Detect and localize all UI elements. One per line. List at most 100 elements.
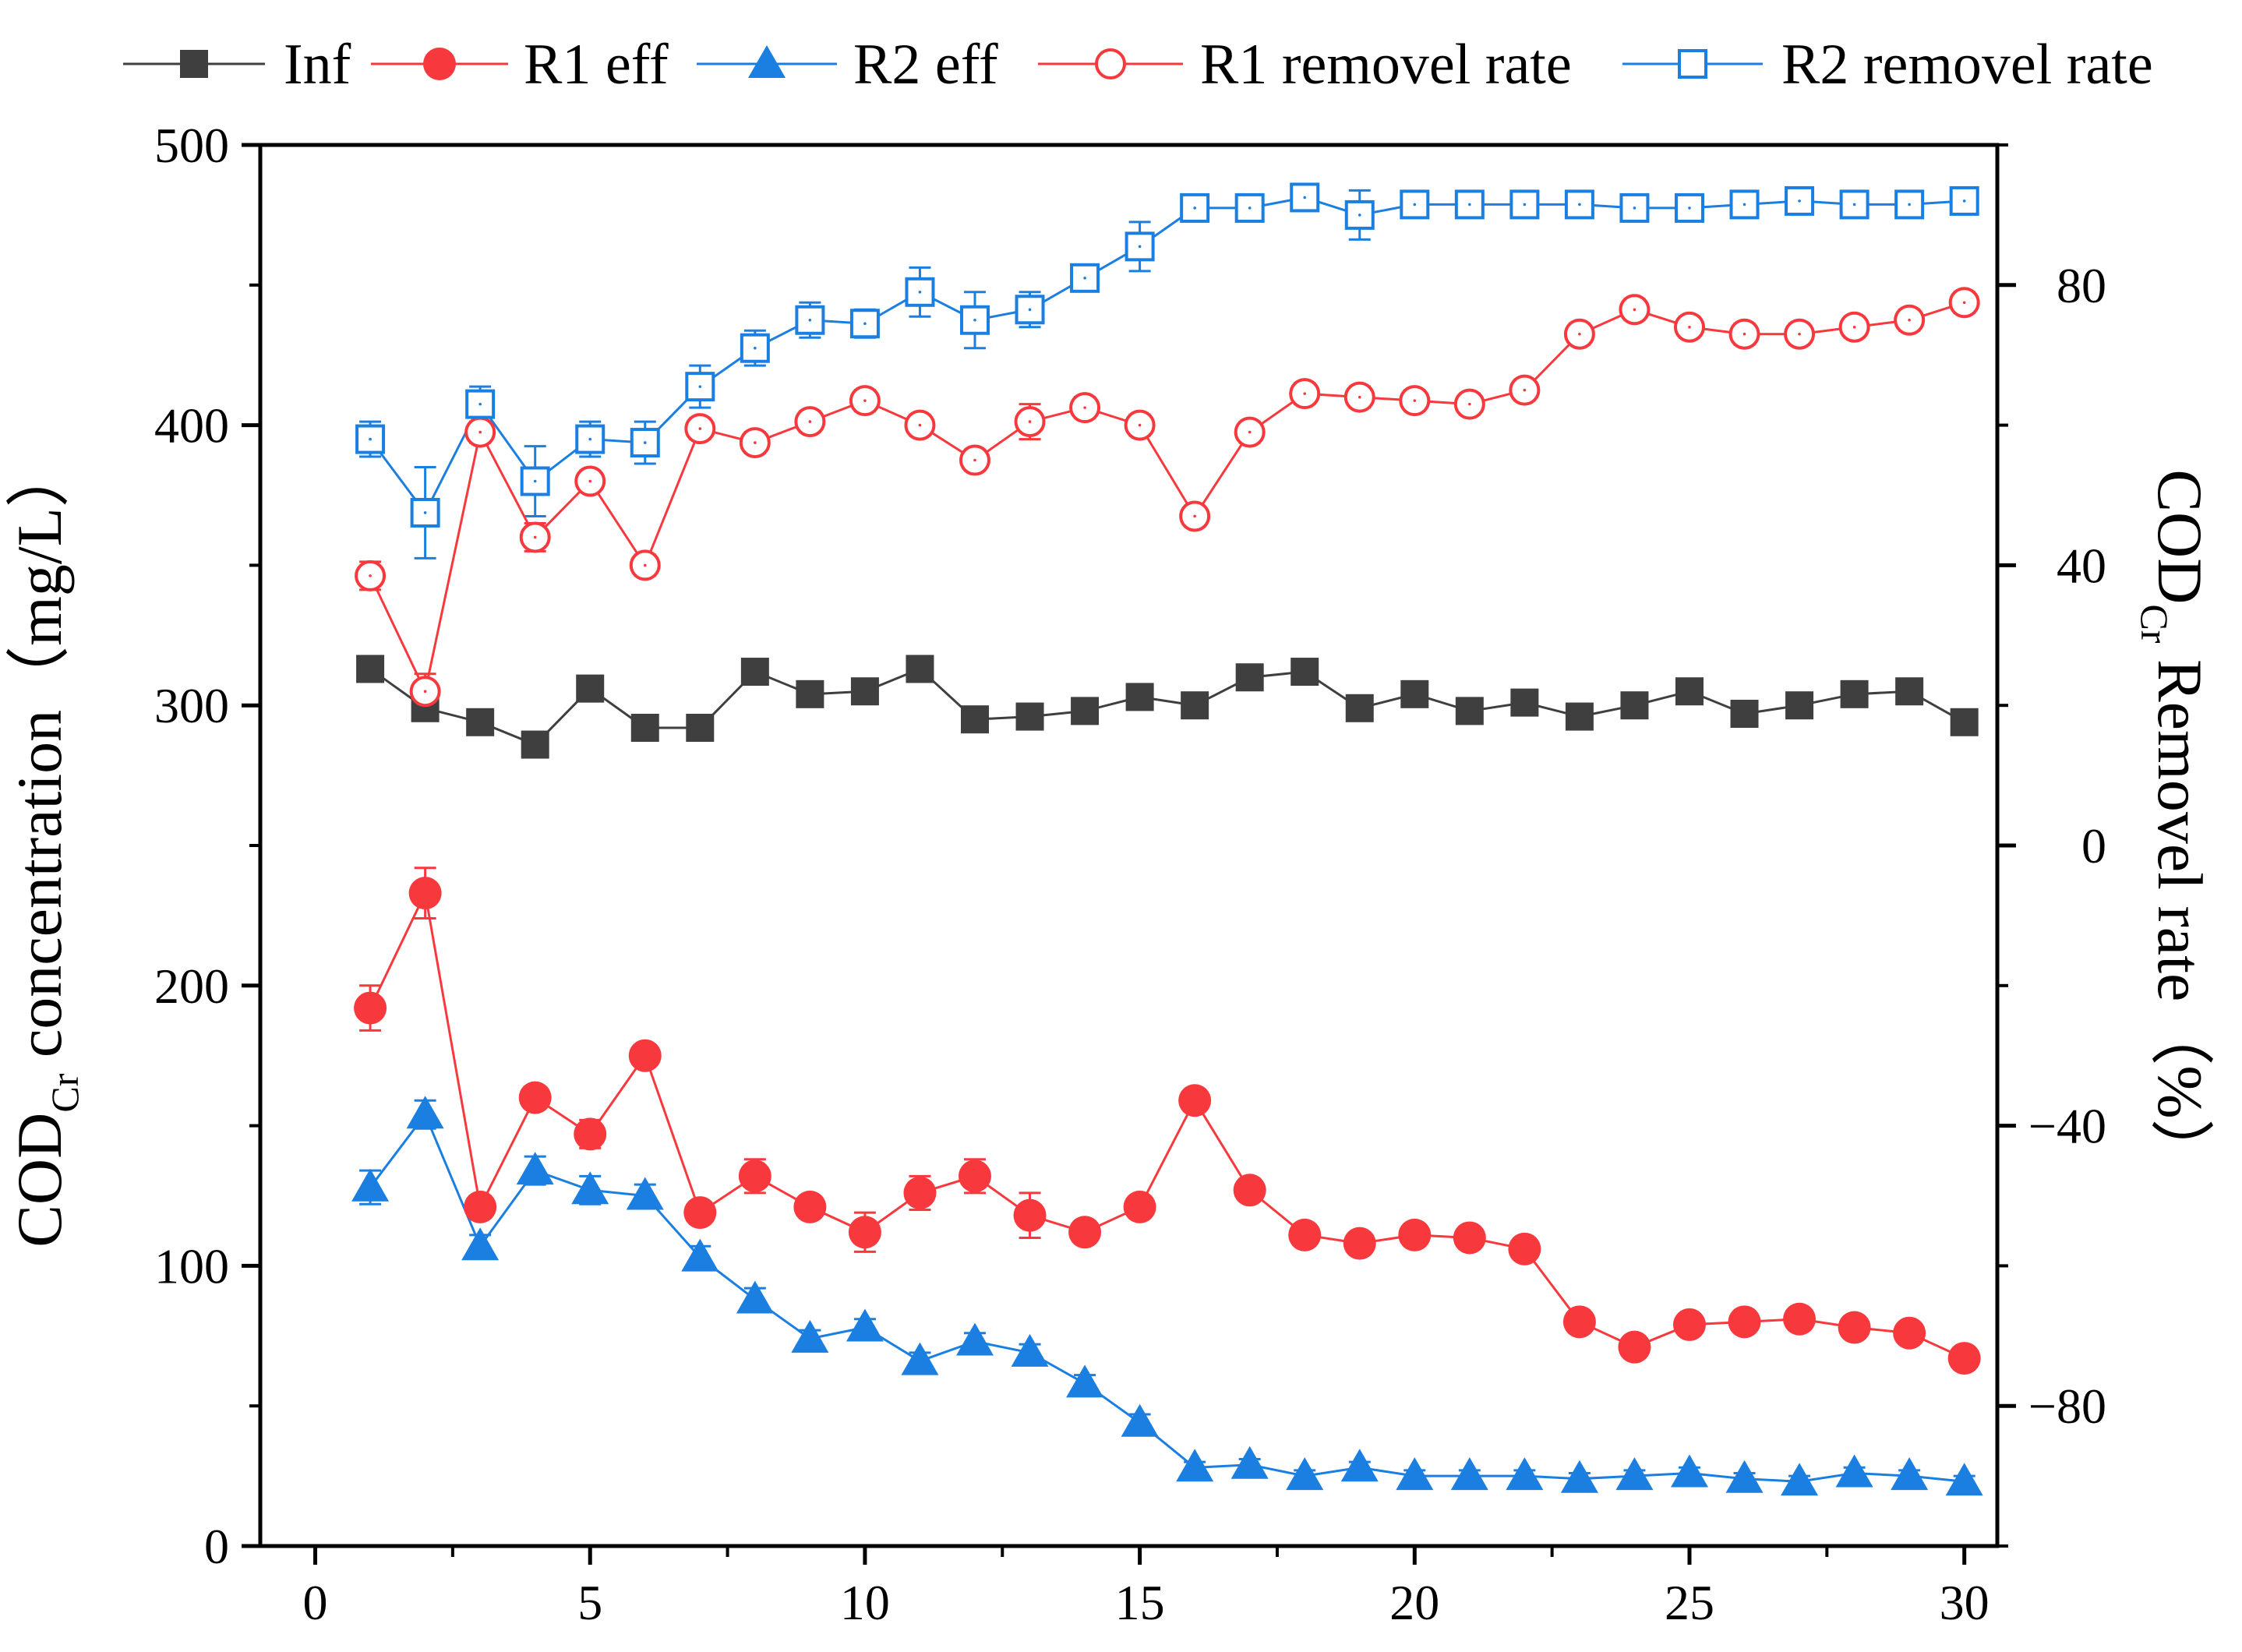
r2-removel-rate-point-center (1633, 206, 1636, 210)
r1-eff-point (1288, 1218, 1322, 1251)
inf-point (686, 713, 715, 742)
r2-removel-rate-point (1234, 192, 1265, 223)
r2-removel-rate-point-center (1742, 203, 1746, 206)
r2-eff-point (681, 1238, 719, 1272)
r1-eff-point (1343, 1227, 1376, 1260)
r2-removel-rate-point-center (588, 437, 592, 441)
inf-point (1400, 680, 1429, 708)
r1-eff-point (628, 1039, 662, 1072)
r1-eff-point (683, 1196, 717, 1230)
legend-label: R2 removel rate (1781, 33, 2153, 97)
r1-eff-point (1838, 1311, 1871, 1344)
r2-eff-point (1891, 1457, 1929, 1491)
r2-eff-point (1781, 1463, 1819, 1496)
y-axis-left-label-sub: Cr (43, 1073, 87, 1112)
r2-removel-rate-line (369, 196, 1965, 515)
r2-removel-rate-point-center (1688, 206, 1691, 210)
r2-removel-rate-point-center (369, 437, 372, 441)
r1-eff-point (1893, 1316, 1926, 1350)
r1-removel-rate-point-center (863, 399, 867, 402)
inf-point (521, 730, 549, 759)
r1-removel-rate-point-center (1798, 332, 1801, 336)
r1-removel-rate-point-center (423, 690, 427, 694)
legend-item-r2-removel-rate: R2 removel rate (1622, 33, 2153, 97)
r1-eff-point (1947, 1342, 1981, 1375)
x-tick-label: 15 (1115, 1575, 1165, 1630)
r1-removel-rate-point-center (1358, 395, 1361, 399)
r2-eff-point (1286, 1457, 1324, 1491)
inf-point (1895, 677, 1924, 706)
r1-removel-rate-point-center (1908, 318, 1911, 322)
inf-point (1565, 702, 1594, 731)
x-tick-label: 0 (303, 1575, 328, 1630)
r1-removel-rate-point-center (1028, 420, 1032, 423)
inf-point (1290, 658, 1319, 687)
inf-point (466, 708, 495, 736)
r1-removel-rate-point-center (973, 458, 976, 462)
r1-eff-point (1508, 1232, 1541, 1265)
inf-point (1785, 691, 1814, 720)
inf-point (906, 655, 934, 683)
r2-eff-point (846, 1308, 884, 1342)
r1-eff-point (354, 991, 387, 1025)
r1-eff-point (738, 1160, 771, 1193)
inf-point (1620, 691, 1649, 720)
inf-point (1675, 677, 1704, 706)
legend-marker (423, 48, 456, 80)
legend-marker (180, 50, 208, 78)
r1-eff-point (1672, 1308, 1706, 1341)
y-right-tick-label: −80 (2028, 1378, 2106, 1434)
r2-removel-rate-point-center (1908, 203, 1911, 206)
r2-removel-rate-point-center (423, 511, 427, 514)
inf-point (1840, 680, 1869, 708)
y-axis-left-label-rest: concentration（mg/L） (4, 443, 75, 1073)
r2-removel-rate-point-center (863, 322, 867, 326)
y-axis-left-label-main: COD (4, 1113, 75, 1248)
r1-eff-point (1233, 1174, 1266, 1207)
legend-marker (1095, 48, 1126, 79)
r1-removel-rate-point-center (1138, 423, 1142, 427)
r2-removel-rate-point (1344, 199, 1375, 230)
r2-removel-rate-point-center (1358, 214, 1361, 217)
legend-marker (1678, 49, 1707, 79)
inf-point (1510, 688, 1539, 717)
series-markers (351, 182, 1983, 1496)
inf-point (576, 674, 605, 703)
x-tick-label: 10 (840, 1575, 890, 1630)
y-left-tick-label: 0 (204, 1519, 229, 1574)
r1-removel-rate-point-center (1248, 430, 1252, 434)
inf-point (1345, 694, 1374, 722)
r1-removel-rate-point-center (1303, 392, 1307, 395)
y-left-tick-label: 300 (154, 678, 229, 733)
r2-removel-rate-point-center (643, 441, 647, 444)
r1-removel-rate-point-center (1688, 325, 1691, 329)
inf-point (740, 658, 769, 687)
r2-eff-point (955, 1322, 994, 1356)
r2-eff-point (406, 1096, 444, 1129)
r2-eff-point (1340, 1449, 1379, 1482)
legend-item-r1-removel-rate: R1 removel rate (1038, 33, 1572, 97)
y-axis-right-label-main: COD (2145, 469, 2216, 604)
r2-eff-point (1670, 1454, 1708, 1488)
legend-item-r2-eff: R2 eff (697, 33, 998, 97)
y-left-tick-label: 100 (154, 1238, 229, 1294)
inf-point (1455, 697, 1484, 725)
r2-eff-point (1121, 1403, 1159, 1437)
r2-eff-point (1066, 1364, 1104, 1398)
r2-eff-point (1506, 1457, 1544, 1491)
legend-item-r1-eff: R1 eff (371, 33, 669, 97)
r1-eff-point (1618, 1330, 1651, 1364)
r2-eff-point (1450, 1457, 1488, 1491)
r1-removel-rate-point-center (643, 563, 647, 567)
r1-eff-point (1013, 1198, 1047, 1232)
y-left-tick-label: 500 (154, 118, 229, 173)
r2-eff-point (1396, 1457, 1434, 1491)
r1-eff-point (518, 1081, 552, 1114)
r2-removel-rate-point-center (698, 385, 702, 388)
x-tick-label: 20 (1389, 1575, 1439, 1630)
y-right-tick-label: −40 (2028, 1099, 2106, 1154)
r2-removel-rate-point-center (1303, 196, 1307, 199)
r2-removel-rate-point-center (1138, 245, 1142, 249)
inf-line (369, 667, 1965, 747)
